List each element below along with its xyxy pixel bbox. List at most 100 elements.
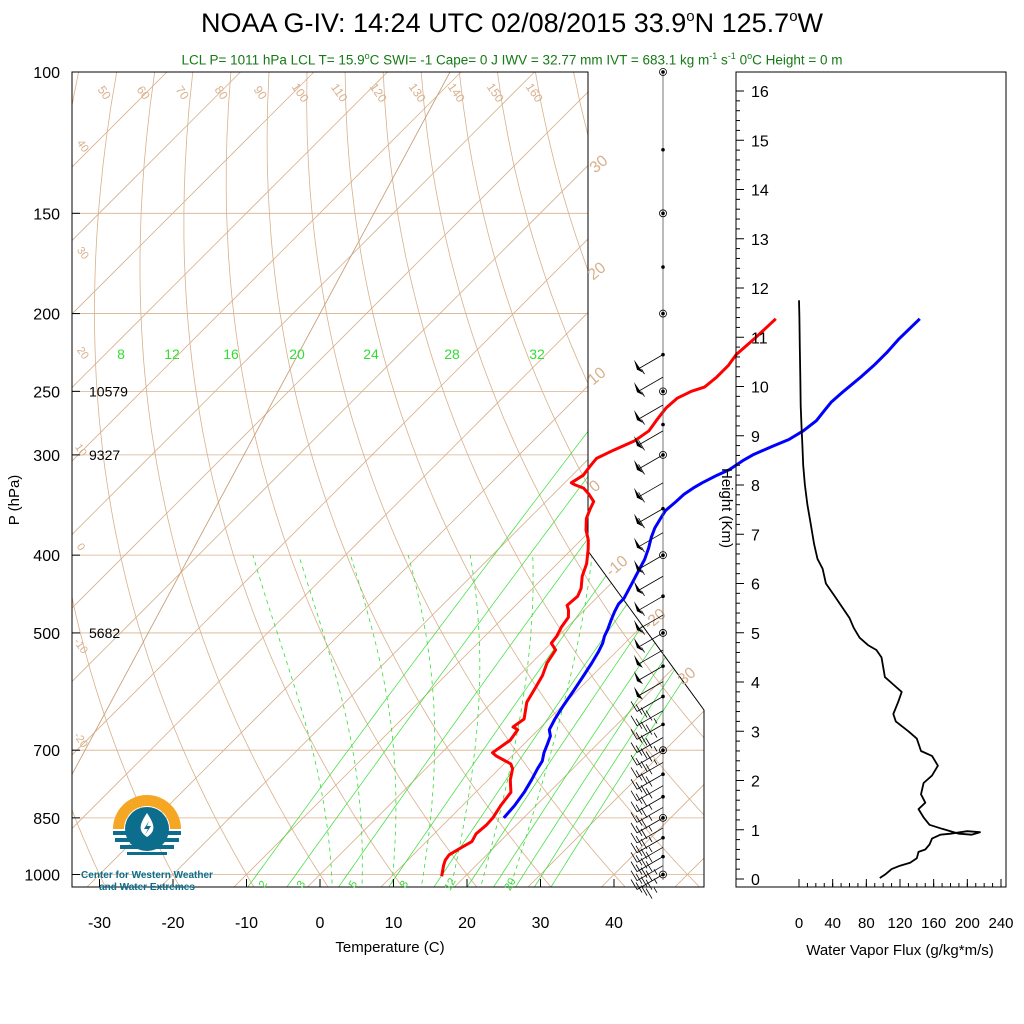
wind-barb-staff xyxy=(636,430,664,447)
wind-barb xyxy=(630,865,664,893)
wind-barb-flag xyxy=(634,382,644,396)
wind-barb-flag xyxy=(634,654,644,668)
wind-barb-staff xyxy=(636,856,664,872)
wind-barb-full xyxy=(638,517,645,529)
mixing-ratio-line xyxy=(490,362,704,887)
mixing-ratio-line xyxy=(512,362,704,887)
isotherm-line xyxy=(376,72,704,887)
profile-y-tick-label: 5 xyxy=(751,626,760,643)
y-tick-label: 300 xyxy=(33,448,60,465)
mixing-ratio-bottom-label: 12 xyxy=(442,876,459,893)
wind-barb-staff xyxy=(636,454,664,471)
dry-adiabat-line xyxy=(611,72,704,887)
wind-barb xyxy=(634,554,664,575)
wind-barb-half xyxy=(641,569,645,575)
dry-adiabat-line xyxy=(306,72,630,887)
wind-barb-full xyxy=(630,812,638,823)
mixing-ratio-line xyxy=(531,362,704,887)
wind-barb-half xyxy=(641,368,645,375)
wind-barb-flag xyxy=(634,581,644,595)
profile-y-tick-label: 15 xyxy=(751,133,769,150)
mixing-ratio-line xyxy=(283,362,675,887)
wind-barb-full xyxy=(630,870,638,881)
mixing-ratio-label: 28 xyxy=(444,346,460,362)
moist-adiabat-line xyxy=(298,555,363,887)
wind-barb-full xyxy=(640,735,648,746)
wind-barb-half xyxy=(648,826,653,832)
profile-y-tick-label: 16 xyxy=(751,84,769,101)
wind-barb-full xyxy=(640,707,648,718)
wind-barb-full xyxy=(640,818,648,829)
dry-adiabat-line xyxy=(94,72,257,887)
x-tick-label: -10 xyxy=(235,915,258,932)
isotherm-label-left: 40 xyxy=(74,138,91,155)
dry-adiabat-line xyxy=(72,72,108,887)
dry-adiabat-line xyxy=(916,72,1024,892)
x-tick-label: 40 xyxy=(605,915,623,932)
mixing-ratio-line xyxy=(244,362,642,887)
wind-barb-full xyxy=(630,801,638,812)
calm-wind-circle xyxy=(659,387,667,396)
mixing-ratio-label: 16 xyxy=(223,346,239,362)
geopotential-height-label: 5682 xyxy=(89,625,120,641)
wind-barb-half xyxy=(641,419,645,425)
dry-adiabat-line xyxy=(139,72,332,887)
temperature-line xyxy=(440,317,777,877)
mixing-ratio-label: 12 xyxy=(164,346,180,362)
wind-barb-full xyxy=(630,715,638,726)
wind-barb-flag xyxy=(634,560,644,574)
wind-barb-staff xyxy=(636,554,664,571)
calm-wind-circle xyxy=(659,629,667,637)
profile-x-tick-label: 200 xyxy=(955,915,980,932)
wind-barb xyxy=(634,575,664,596)
profile-x-tick-label: 240 xyxy=(988,915,1013,932)
profile-y-tick-label: 8 xyxy=(751,478,760,495)
profile-y-tick-label: 6 xyxy=(751,577,760,594)
profile-x-tick-label: 80 xyxy=(858,915,875,932)
mixing-ratio-bottom-label: 3 xyxy=(295,879,308,890)
wind-barb-full xyxy=(640,760,648,772)
y-axis-title: P (hPa) xyxy=(6,475,23,526)
subtitle-part-4: 0 xyxy=(735,52,748,68)
isotherm-line xyxy=(744,72,1024,892)
subtitle-degree-2: o xyxy=(747,51,753,61)
dry-adiabat-line xyxy=(535,72,704,887)
wind-barb-full xyxy=(645,710,653,721)
isotherm-line xyxy=(72,72,704,887)
subtitle-degree-1: o xyxy=(364,51,370,61)
wind-barb-full xyxy=(640,785,648,796)
wind-barb-full xyxy=(640,721,648,732)
y-tick-label: 100 xyxy=(33,65,60,82)
profile-x-tick-label: 120 xyxy=(887,915,912,932)
wind-barb-full xyxy=(645,738,653,749)
dry-adiabat-line xyxy=(840,72,1024,892)
wind-barb-staff xyxy=(636,649,664,666)
water-drop-logo-icon xyxy=(113,795,181,855)
profile-y-tick-label: 1 xyxy=(751,823,760,840)
subtitle-part-3: s xyxy=(717,52,728,68)
wind-level-dot xyxy=(661,422,665,427)
x-tick-label: -30 xyxy=(88,915,111,932)
wind-barb-half xyxy=(653,878,658,884)
wind-level-dot xyxy=(661,147,665,152)
wind-barb-full xyxy=(635,845,643,856)
y-tick-label: 700 xyxy=(33,743,60,760)
wind-barb-full xyxy=(645,763,653,775)
dry-adiabat-line xyxy=(458,72,704,887)
dry-adiabat-line xyxy=(72,72,183,887)
wind-barb-flag xyxy=(634,487,644,501)
y-tick-label: 500 xyxy=(33,626,60,643)
wind-barb-full xyxy=(645,724,653,735)
wind-barb-flag xyxy=(634,537,644,551)
wind-barb-flag xyxy=(634,459,644,473)
dry-adiabat-line xyxy=(266,72,556,887)
wind-barb-staff xyxy=(636,354,664,370)
wind-barb-full xyxy=(640,876,648,887)
wind-barb-full xyxy=(645,870,653,881)
wind-barb xyxy=(634,595,664,616)
wind-barb xyxy=(630,796,664,821)
wind-barb-full xyxy=(635,718,643,729)
wind-barb xyxy=(634,508,664,529)
wind-barb-staff xyxy=(636,632,664,649)
logo-line-1: Center for Western Weather xyxy=(81,870,213,881)
